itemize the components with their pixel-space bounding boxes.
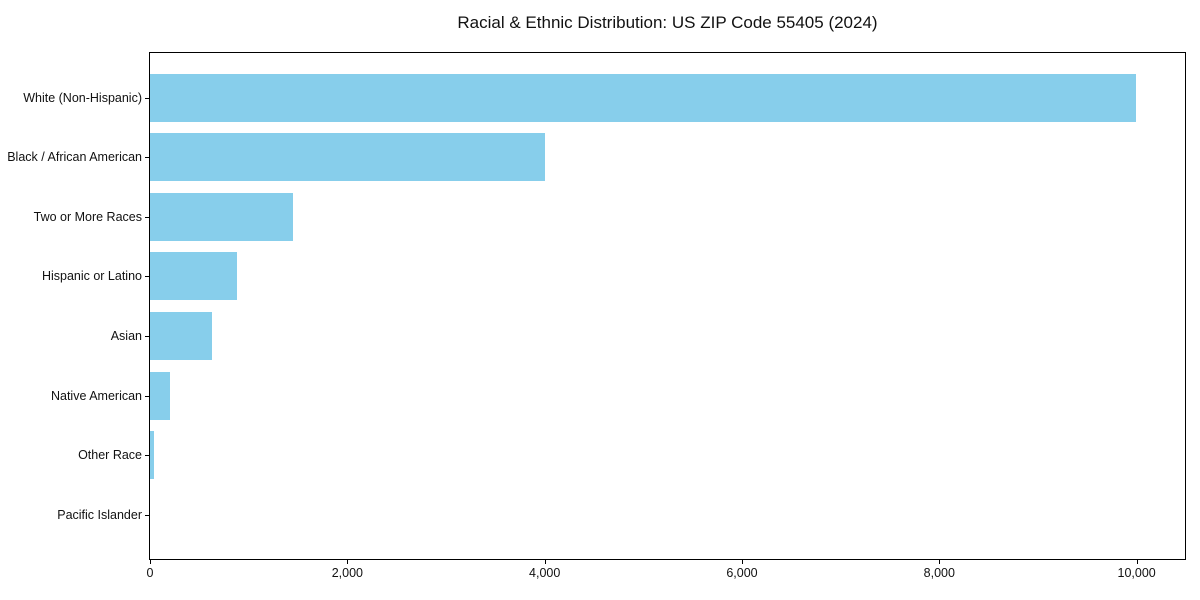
y-tick-mark [145,335,149,337]
y-axis-label-hispanic-or-latino: Hispanic or Latino [41,269,142,284]
y-tick-mark [145,276,149,278]
y-tick-mark [145,216,149,218]
x-tick-mark [939,560,941,564]
bar-native-american [150,371,170,420]
bar-black-african-american [150,133,545,182]
x-tick-label-8-000: 8,000 [923,566,955,580]
y-axis-label-asian: Asian [110,328,142,343]
x-tick-mark [150,560,151,564]
y-tick-mark [145,157,149,159]
y-axis-label-black-african-american: Black / African American [7,150,142,165]
y-axis-label-white-non-hispanic: White (Non-Hispanic) [23,90,142,105]
y-tick-mark [145,97,149,99]
x-tick-label-6-000: 6,000 [726,566,758,580]
chart-title: Racial & Ethnic Distribution: US ZIP Cod… [457,13,878,32]
bar-two-or-more-races [150,192,294,241]
y-tick-mark [145,455,149,457]
x-tick-label-4-000: 4,000 [529,566,561,580]
y-axis-label-other-race: Other Race [78,448,142,463]
x-tick-mark [347,560,349,564]
x-tick-mark [741,560,743,564]
y-tick-mark [145,514,149,516]
y-tick-mark [145,395,149,397]
y-axis-label-two-or-more-races: Two or More Races [33,209,142,224]
x-tick-mark [544,560,546,564]
x-tick-label-0: 0 [146,566,154,580]
x-tick-mark [1136,560,1138,564]
y-axis-label-native-american: Native American [50,388,142,403]
x-tick-label-10-000: 10,000 [1117,566,1156,580]
x-tick-label-2-000: 2,000 [331,566,363,580]
bar-asian [150,311,212,360]
y-axis-label-pacific-islander: Pacific Islander [57,507,142,522]
plot-area [149,52,1186,560]
bar-other-race [150,431,154,480]
bar-hispanic-or-latino [150,252,237,301]
bar-white-non-hispanic [150,73,1136,122]
